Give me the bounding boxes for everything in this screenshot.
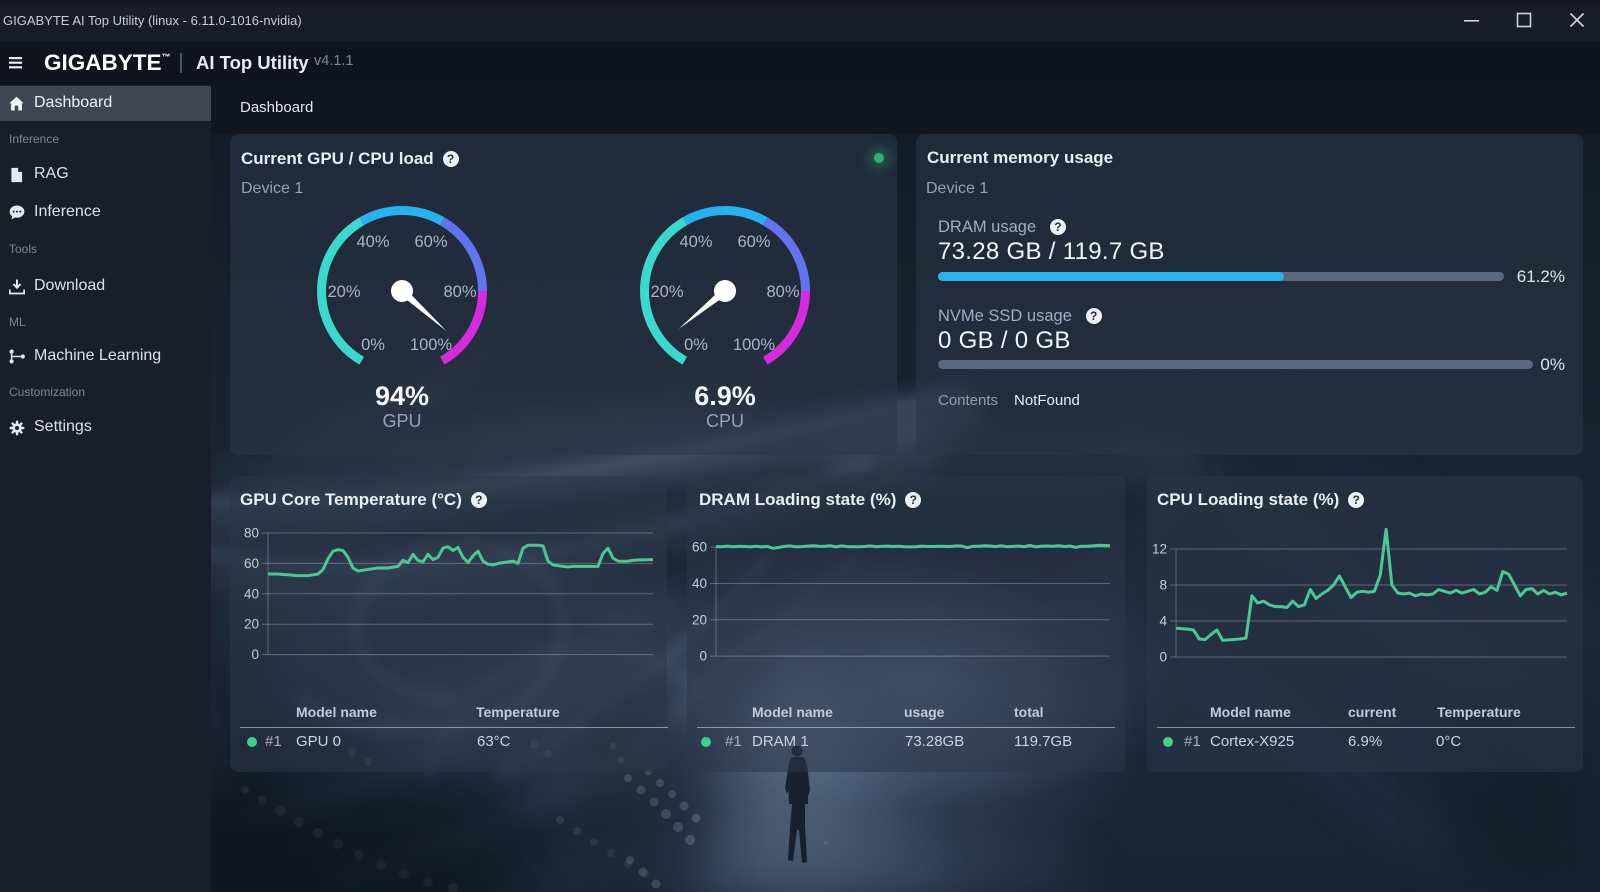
svg-text:20%: 20% xyxy=(327,283,360,301)
svg-text:100%: 100% xyxy=(733,336,776,354)
svg-text:20%: 20% xyxy=(650,283,683,301)
svg-text:40%: 40% xyxy=(679,233,712,251)
svg-text:20: 20 xyxy=(692,612,707,627)
svg-text:40: 40 xyxy=(244,586,259,601)
svg-text:0: 0 xyxy=(1159,650,1167,665)
svg-text:60: 60 xyxy=(692,540,707,555)
svg-text:0%: 0% xyxy=(361,336,385,354)
svg-text:80: 80 xyxy=(244,526,259,541)
svg-text:4: 4 xyxy=(1159,614,1167,629)
svg-text:80%: 80% xyxy=(443,283,476,301)
svg-text:12: 12 xyxy=(1152,542,1167,557)
svg-text:0: 0 xyxy=(251,647,259,662)
svg-text:60: 60 xyxy=(244,556,259,571)
svg-text:20: 20 xyxy=(244,617,259,632)
svg-text:60%: 60% xyxy=(737,233,770,251)
svg-text:40: 40 xyxy=(692,576,707,591)
svg-text:8: 8 xyxy=(1159,578,1167,593)
svg-text:100%: 100% xyxy=(410,336,453,354)
svg-text:0%: 0% xyxy=(684,336,708,354)
svg-text:80%: 80% xyxy=(766,283,799,301)
svg-text:40%: 40% xyxy=(356,233,389,251)
svg-text:0: 0 xyxy=(699,649,707,664)
svg-text:60%: 60% xyxy=(414,233,447,251)
